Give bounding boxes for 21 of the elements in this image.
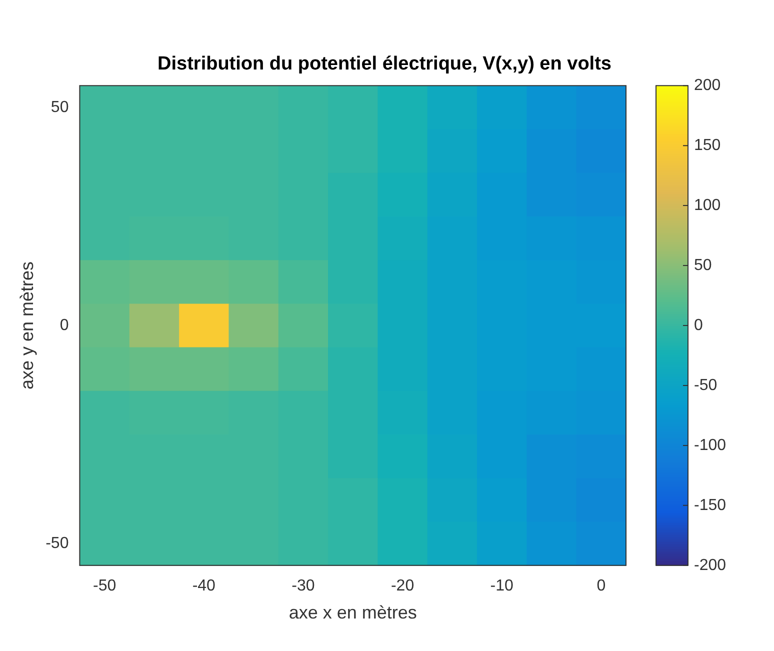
color-bar-label: 100	[694, 196, 721, 214]
y-tick-label: -50	[46, 534, 69, 552]
x-tick-label: -30	[292, 577, 315, 594]
color-bar-label: -150	[694, 496, 726, 514]
x-tick-label: -50	[92, 577, 116, 594]
color-bar-label: 150	[694, 136, 721, 154]
color-bar-label: 200	[694, 77, 721, 94]
x-tick-label: 0	[596, 577, 606, 594]
x-tick-label: -40	[192, 577, 216, 594]
color-bar-label: -100	[694, 436, 726, 454]
x-tick-label: -10	[490, 577, 514, 594]
y-tick-label: 0	[60, 316, 69, 334]
color-bar-label: 50	[694, 256, 712, 274]
x-tick-label: -20	[390, 577, 414, 594]
y-tick-label: 50	[50, 98, 69, 116]
chart-title: Distribution du potentiel électrique, V(x,y) en volts	[158, 53, 612, 74]
color-bar-label: -50	[694, 376, 718, 394]
color-bar-label: -200	[694, 556, 726, 574]
x-axis-title: axe x en mètres	[288, 602, 417, 622]
y-axis-title: axe y en mètres	[16, 261, 37, 390]
color-bar-label: 0	[694, 316, 703, 334]
